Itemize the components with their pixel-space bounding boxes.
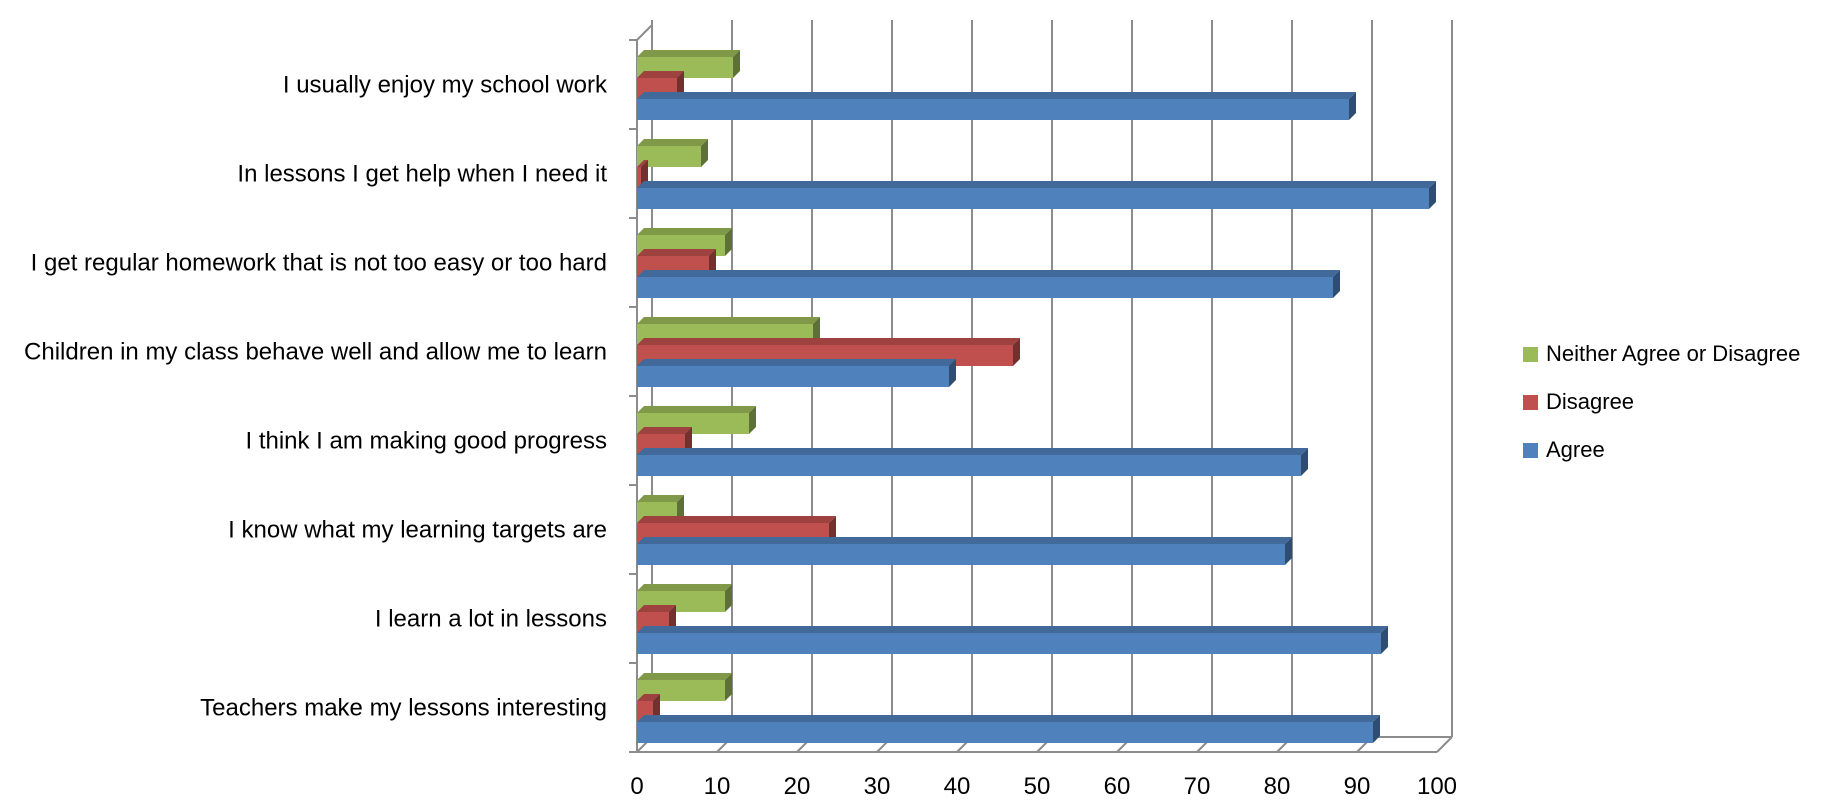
bar-agree-i-think-i-am-making-good-progress — [637, 448, 1308, 476]
bar-top-face — [637, 673, 732, 680]
wall-top-edge — [636, 24, 653, 41]
bar-top-face — [637, 270, 1340, 277]
bar-side-face — [1381, 626, 1388, 654]
bar-front-face — [637, 99, 1349, 120]
bar-top-face — [637, 71, 684, 78]
bar-front-face — [637, 188, 1429, 209]
bar-front-face — [637, 633, 1381, 654]
bar-top-face — [637, 694, 660, 701]
bar-top-face — [637, 715, 1380, 722]
legend-swatch-agree — [1523, 442, 1538, 458]
bar-front-face — [637, 544, 1285, 565]
bar-top-face — [637, 139, 708, 146]
bar-top-face — [637, 584, 732, 591]
x-tick-labels: 0 10 20 30 40 50 60 70 80 90 100 — [630, 773, 1457, 800]
bar-side-face — [1013, 338, 1020, 366]
x-tick-label-20: 20 — [784, 773, 811, 800]
bar-top-face — [637, 50, 740, 57]
bar-top-face — [637, 605, 676, 612]
bar-side-face — [1349, 92, 1356, 120]
category-label-i-get-regular-homework-that-is-not-too-easy-or-too-hard: I get regular homework that is not too e… — [31, 250, 607, 277]
legend-label-disagree: Disagree — [1546, 389, 1635, 414]
bar-top-face — [637, 181, 1436, 188]
legend-swatch-neither — [1523, 346, 1538, 362]
legend-item-disagree: Disagree — [1523, 378, 1800, 426]
bar-side-face — [1333, 270, 1340, 298]
bar-top-face — [637, 338, 1020, 345]
x-tick-label-90: 90 — [1344, 773, 1371, 800]
bar-side-face — [733, 50, 740, 78]
bar-agree-children-in-my-class-behave-well-and-allow-me-to-learn — [637, 359, 956, 387]
bar-side-face — [1429, 181, 1436, 209]
bar-front-face — [637, 167, 641, 188]
bar-agree-in-lessons-i-get-help-when-i-need-it — [637, 181, 1436, 209]
bar-side-face — [725, 673, 732, 701]
bar-top-face — [637, 249, 716, 256]
x-tick-label-60: 60 — [1104, 773, 1131, 800]
legend-label-agree: Agree — [1546, 437, 1605, 462]
bar-top-face — [637, 406, 756, 413]
category-label-teachers-make-my-lessons-interesting: Teachers make my lessons interesting — [200, 695, 607, 722]
bar-side-face — [725, 584, 732, 612]
bar-top-face — [637, 537, 1292, 544]
bar-top-face — [637, 427, 692, 434]
bar-agree-i-learn-a-lot-in-lessons — [637, 626, 1388, 654]
bar-side-face — [1373, 715, 1380, 743]
bar-side-face — [701, 139, 708, 167]
category-label-in-lessons-i-get-help-when-i-need-it: In lessons I get help when I need it — [237, 161, 607, 188]
category-label-i-usually-enjoy-my-school-work: I usually enjoy my school work — [283, 72, 608, 99]
bar-agree-teachers-make-my-lessons-interesting — [637, 715, 1380, 743]
bar-front-face — [637, 146, 701, 167]
category-label-i-know-what-my-learning-targets-are: I know what my learning targets are — [228, 517, 607, 544]
legend: Neither Agree or Disagree Disagree Agree — [1523, 330, 1800, 474]
category-label-children-in-my-class-behave-well-and-allow-me-to-learn: Children in my class behave well and all… — [24, 339, 607, 366]
bar-agree-i-get-regular-homework-that-is-not-too-easy-or-too-hard — [637, 270, 1340, 298]
x-tick-label-70: 70 — [1184, 773, 1211, 800]
bar-agree-i-know-what-my-learning-targets-are — [637, 537, 1292, 565]
bar-top-face — [637, 92, 1356, 99]
bar-top-face — [637, 228, 732, 235]
bar-neither-agree-or-disagree-in-lessons-i-get-help-when-i-need-it — [637, 139, 708, 167]
bar-top-face — [637, 516, 836, 523]
category-label-i-think-i-am-making-good-progress: I think I am making good progress — [245, 428, 607, 455]
category-labels: I usually enjoy my school work In lessons… — [24, 72, 608, 722]
bars — [637, 50, 1436, 743]
bar-side-face — [749, 406, 756, 434]
bar-side-face — [1301, 448, 1308, 476]
bar-top-face — [637, 626, 1388, 633]
legend-item-agree: Agree — [1523, 426, 1800, 474]
bar-top-face — [637, 448, 1308, 455]
floor-gridline-100 — [1436, 736, 1453, 753]
bar-top-face — [637, 359, 956, 366]
bar-top-face — [637, 317, 820, 324]
x-tick-label-50: 50 — [1024, 773, 1051, 800]
legend-swatch-disagree — [1523, 394, 1538, 410]
x-tick-label-10: 10 — [704, 773, 731, 800]
bar-agree-i-usually-enjoy-my-school-work — [637, 92, 1356, 120]
x-tick-label-40: 40 — [944, 773, 971, 800]
x-tick-label-30: 30 — [864, 773, 891, 800]
bar-front-face — [637, 277, 1333, 298]
legend-item-neither: Neither Agree or Disagree — [1523, 330, 1800, 378]
x-tick-label-0: 0 — [630, 773, 643, 800]
bar-side-face — [1285, 537, 1292, 565]
legend-label-neither: Neither Agree or Disagree — [1546, 341, 1801, 366]
bar-side-face — [725, 228, 732, 256]
bar-top-face — [637, 495, 684, 502]
bar-front-face — [637, 455, 1301, 476]
category-label-i-learn-a-lot-in-lessons: I learn a lot in lessons — [375, 606, 607, 633]
bar-side-face — [949, 359, 956, 387]
bar-top-face — [637, 160, 648, 167]
bar-front-face — [637, 722, 1373, 743]
bar-front-face — [637, 366, 949, 387]
x-tick-label-100: 100 — [1417, 773, 1457, 800]
x-tick-label-80: 80 — [1264, 773, 1291, 800]
